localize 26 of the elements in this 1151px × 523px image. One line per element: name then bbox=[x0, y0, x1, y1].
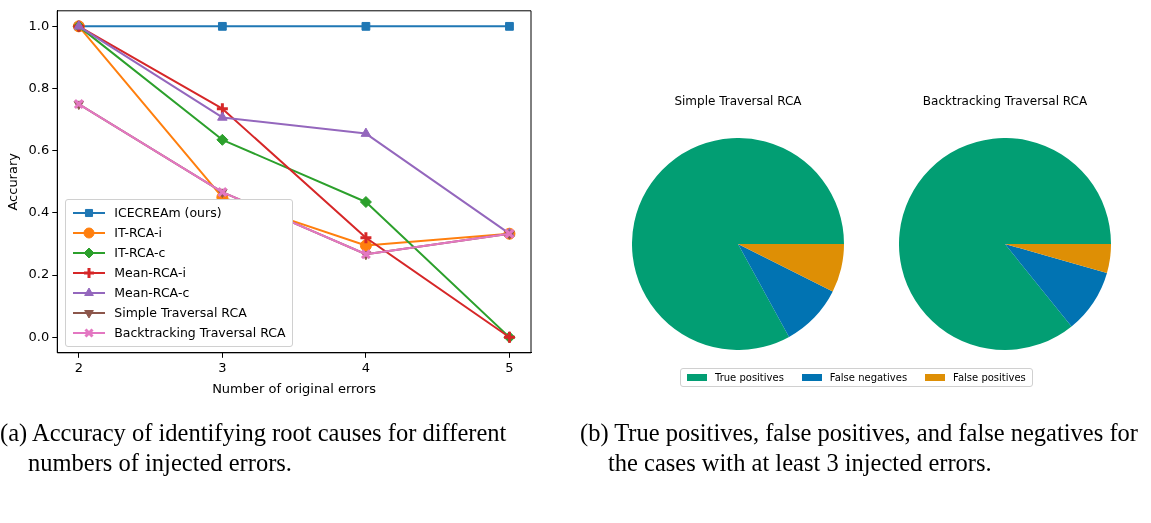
legend-label: False negatives bbox=[829, 372, 908, 383]
x-tick-label: 3 bbox=[218, 359, 227, 375]
legend-label: Mean-RCA-c bbox=[114, 285, 190, 301]
x-tick-label: 4 bbox=[361, 359, 371, 375]
chart-title: Simple Traversal RCA bbox=[673, 94, 803, 108]
x-tick-label: 5 bbox=[505, 359, 514, 375]
chart-title: Backtracking Traversal RCA bbox=[921, 94, 1089, 108]
y-tick-label: 0.0 bbox=[28, 328, 50, 344]
y-tick-label: 0.6 bbox=[28, 142, 50, 158]
legend-label: ICECREAm (ours) bbox=[114, 205, 222, 221]
x-tick-label: 2 bbox=[74, 359, 83, 375]
y-tick-label: 1.0 bbox=[28, 17, 50, 33]
legend-label: Backtracking Traversal RCA bbox=[114, 325, 286, 341]
legend-label: True positives bbox=[715, 372, 784, 383]
text: (a) Accuracy of identifying root causes for different numbers of injected errors. bbox=[0, 418, 508, 478]
y-axis-title: Accurary bbox=[5, 152, 21, 211]
x-axis-title: Number of original errors bbox=[212, 380, 377, 396]
y-tick-label: 0.4 bbox=[28, 204, 50, 220]
y-tick-label: 0.8 bbox=[28, 79, 50, 95]
y-tick-label: 0.2 bbox=[28, 266, 50, 282]
text: (b) True positives, false positives, and false negatives for the cases with at least 3 injected errors. bbox=[580, 418, 1139, 478]
legend-label: Simple Traversal RCA bbox=[114, 305, 247, 321]
legend-label: IT-RCA-c bbox=[114, 245, 166, 261]
legend-label: Mean-RCA-i bbox=[114, 265, 186, 281]
legend-label: False positives bbox=[953, 372, 1026, 383]
legend-label: IT-RCA-i bbox=[114, 225, 163, 241]
